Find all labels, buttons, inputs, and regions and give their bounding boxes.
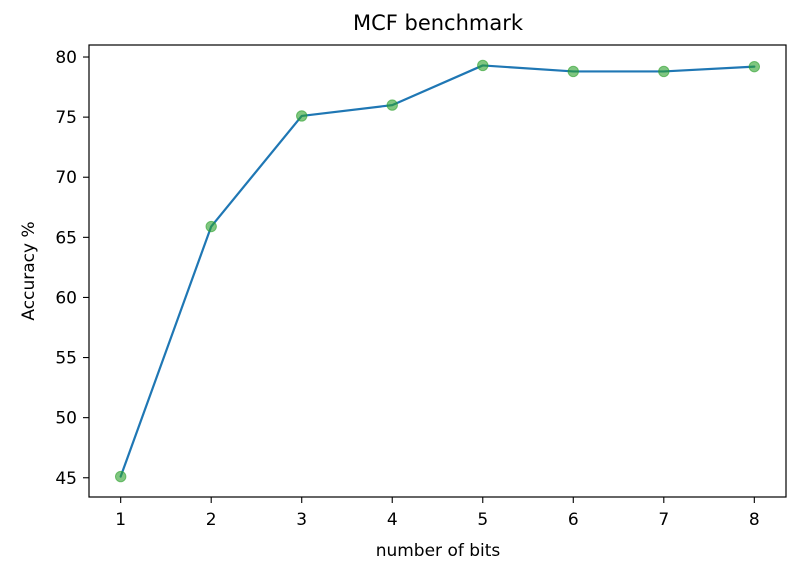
x-tick-label: 3 — [296, 510, 307, 530]
y-axis: 45 50 55 60 65 70 75 80 — [55, 48, 89, 489]
y-tick-label: 70 — [55, 168, 77, 188]
data-point — [477, 59, 489, 72]
data-point — [658, 65, 670, 78]
data-point — [748, 60, 761, 73]
series-line — [119, 64, 756, 478]
x-axis: 1 2 3 4 5 6 7 8 — [115, 497, 760, 530]
data-point — [296, 110, 308, 122]
x-tick-label: 4 — [387, 510, 398, 530]
data-point — [114, 470, 127, 483]
y-tick-label: 55 — [55, 349, 77, 369]
y-tick-label: 75 — [55, 108, 77, 128]
x-tick-label: 7 — [658, 510, 669, 530]
y-tick-label: 45 — [55, 469, 77, 489]
series-layer — [114, 59, 761, 483]
y-tick-label: 80 — [55, 48, 77, 68]
x-tick-label: 5 — [477, 510, 488, 530]
data-point — [205, 220, 217, 233]
y-axis-label: Accuracy % — [19, 221, 39, 320]
x-tick-label: 6 — [568, 510, 579, 530]
y-tick-label: 50 — [55, 409, 77, 429]
x-tick-label: 8 — [749, 510, 760, 530]
y-tick-label: 65 — [55, 228, 77, 248]
chart-title: MCF benchmark — [353, 11, 524, 35]
data-point — [567, 65, 579, 78]
x-tick-label: 1 — [115, 510, 126, 530]
data-point — [386, 99, 398, 111]
x-tick-label: 2 — [206, 510, 217, 530]
plot-frame — [88, 44, 787, 498]
x-axis-label: number of bits — [376, 541, 501, 561]
y-tick-label: 60 — [55, 288, 77, 308]
